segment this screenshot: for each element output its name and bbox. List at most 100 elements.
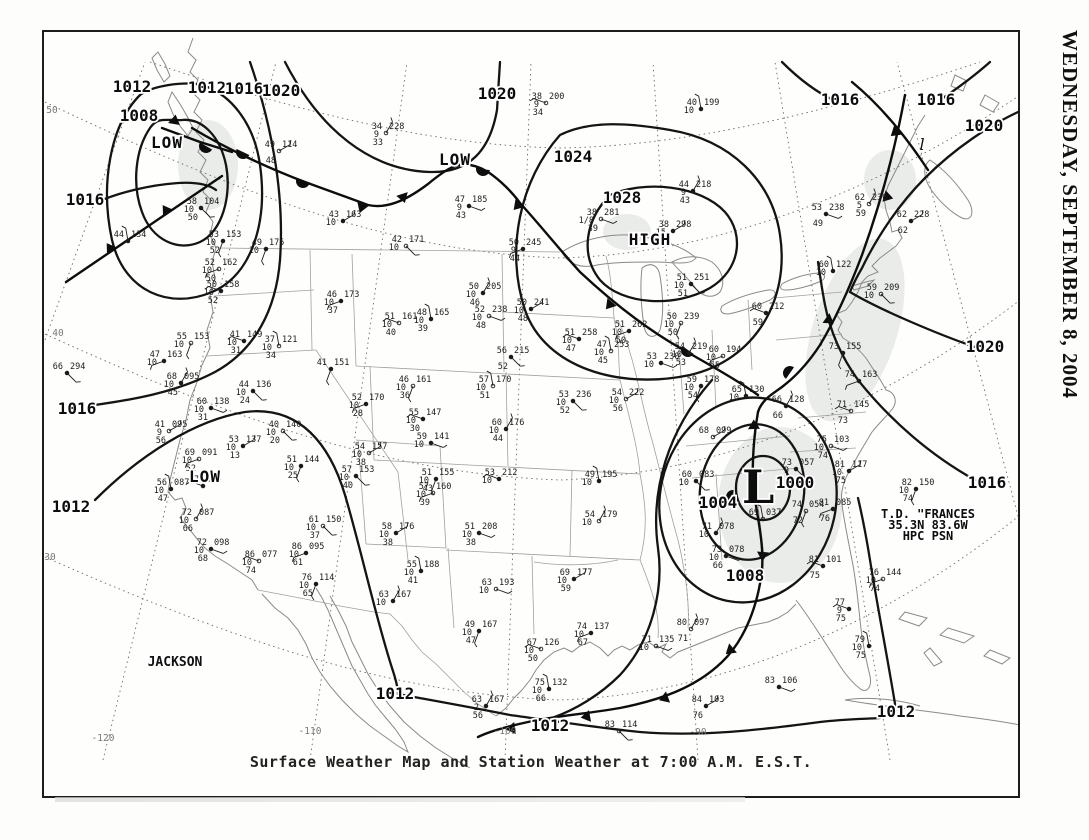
svg-text:134: 134	[131, 230, 146, 240]
station-plot: 55 153 10	[174, 332, 209, 360]
isobar-label: 1016	[58, 399, 97, 418]
station-plot: 38 281 1/839	[579, 208, 620, 234]
svg-text:39: 39	[588, 224, 598, 234]
svg-text:74: 74	[577, 622, 587, 632]
station-plot: 81 085 76	[819, 498, 852, 524]
isobar-label: 1020	[965, 116, 1004, 135]
svg-text:76: 76	[302, 573, 312, 583]
svg-text:50: 50	[509, 238, 519, 248]
precip-shading	[178, 120, 916, 583]
svg-text:47: 47	[158, 494, 168, 504]
svg-text:9: 9	[157, 428, 162, 438]
svg-text:38: 38	[532, 92, 542, 102]
svg-text:209: 209	[884, 283, 899, 293]
svg-text:10: 10	[674, 281, 684, 291]
svg-text:55: 55	[710, 361, 720, 371]
svg-text:212: 212	[769, 302, 784, 312]
svg-text:59: 59	[856, 209, 866, 219]
svg-text:61: 61	[309, 515, 319, 525]
svg-text:10: 10	[284, 463, 294, 473]
svg-text:34: 34	[266, 351, 276, 361]
isobar-label: 1012	[52, 497, 91, 516]
svg-text:53: 53	[559, 390, 569, 400]
map-caption: Surface Weather Map and Station Weather …	[249, 753, 813, 771]
svg-text:45: 45	[168, 388, 178, 398]
svg-text:53: 53	[676, 358, 686, 368]
svg-text:10: 10	[414, 316, 424, 326]
svg-text:52: 52	[498, 362, 508, 372]
svg-text:087: 087	[199, 508, 214, 518]
svg-text:253: 253	[614, 340, 629, 350]
svg-text:71: 71	[837, 400, 847, 410]
svg-text:46: 46	[327, 290, 337, 300]
svg-text:155: 155	[439, 468, 454, 478]
svg-text:095: 095	[184, 372, 199, 382]
svg-text:10: 10	[729, 393, 739, 403]
graticule-label: -120	[92, 733, 115, 744]
svg-text:50: 50	[188, 213, 198, 223]
svg-text:52: 52	[208, 296, 218, 306]
svg-text:219: 219	[692, 342, 707, 352]
svg-text:55: 55	[177, 332, 187, 342]
svg-text:087: 087	[174, 478, 189, 488]
svg-text:77: 77	[835, 598, 845, 608]
svg-text:208: 208	[482, 522, 497, 532]
svg-text:47: 47	[566, 344, 576, 354]
svg-text:10: 10	[462, 628, 472, 638]
svg-text:13: 13	[230, 451, 240, 461]
svg-text:144: 144	[304, 455, 319, 465]
svg-text:10: 10	[376, 598, 386, 608]
station-plot: 81 101 75	[806, 555, 841, 581]
svg-text:230: 230	[872, 193, 887, 203]
svg-text:236: 236	[576, 390, 591, 400]
svg-text:10: 10	[639, 643, 649, 653]
svg-text:163: 163	[167, 350, 182, 360]
isobar-label: 1016	[917, 90, 956, 109]
svg-text:10: 10	[389, 243, 399, 253]
svg-text:60: 60	[819, 260, 829, 270]
svg-text:62: 62	[897, 210, 907, 220]
station-plot: 49 195 10	[582, 465, 617, 488]
svg-text:10: 10	[612, 328, 622, 338]
station-plot: 59 141 10	[414, 432, 450, 450]
station-plot: 74 054 72	[792, 500, 824, 528]
isobars	[93, 60, 1018, 735]
svg-text:57: 57	[419, 482, 429, 492]
svg-text:67: 67	[578, 638, 588, 648]
svg-text:077: 077	[262, 550, 277, 560]
svg-text:34: 34	[533, 108, 543, 118]
storm-annotation-line: 35.3N 83.6W	[888, 518, 968, 532]
svg-text:59: 59	[753, 318, 763, 328]
svg-text:161: 161	[416, 375, 431, 385]
svg-text:48: 48	[518, 314, 528, 324]
svg-text:057: 057	[799, 458, 814, 468]
isobar-label: 1008	[120, 106, 159, 125]
svg-text:10: 10	[514, 306, 524, 316]
svg-text:49: 49	[252, 238, 262, 248]
svg-text:135: 135	[659, 635, 674, 645]
isobar-label: 1024	[554, 147, 593, 166]
isobar-label: 1028	[603, 188, 642, 207]
svg-text:81: 81	[809, 555, 819, 565]
svg-text:36: 36	[400, 391, 410, 401]
svg-text:150: 150	[326, 515, 341, 525]
svg-text:71: 71	[702, 522, 712, 532]
svg-text:179: 179	[602, 510, 617, 520]
svg-text:10: 10	[462, 530, 472, 540]
svg-text:10: 10	[289, 550, 299, 560]
svg-text:41: 41	[317, 358, 327, 368]
isobar-label: 1016	[66, 190, 105, 209]
svg-text:171: 171	[409, 235, 424, 245]
svg-text:74: 74	[792, 500, 802, 510]
svg-text:185: 185	[472, 195, 487, 205]
